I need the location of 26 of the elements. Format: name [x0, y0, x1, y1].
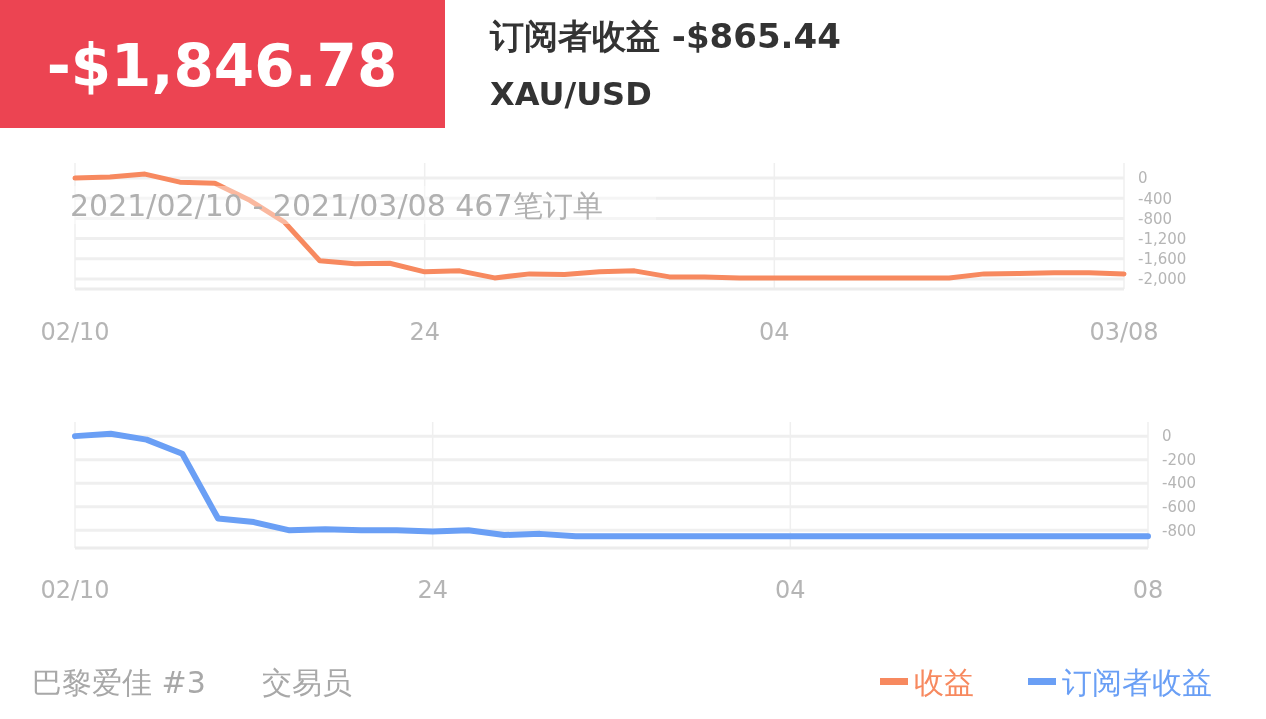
x-tick-label: 03/08 — [1089, 318, 1159, 347]
y-tick-label: -1,600 — [1138, 250, 1187, 269]
y-tick-label: -800 — [1138, 209, 1173, 228]
legend-label: 订阅者收益 — [1062, 664, 1212, 700]
y-tick-label: 0 — [1162, 427, 1172, 446]
y-tick-label: -800 — [1162, 521, 1197, 540]
x-tick-label: 02/10 — [40, 318, 110, 347]
x-tick-label: 24 — [417, 576, 448, 605]
y-tick-label: -1,200 — [1138, 229, 1187, 248]
y-tick-label: -400 — [1162, 474, 1197, 493]
text: 交易员 — [262, 664, 352, 700]
y-tick-label: -600 — [1162, 498, 1197, 517]
chart-subtitle: XAU/USD — [490, 75, 652, 114]
y-tick-label: -400 — [1138, 189, 1173, 208]
x-tick-label: 04 — [775, 576, 806, 605]
x-tick-label: 04 — [759, 318, 790, 347]
legend-label: 收益 — [914, 664, 974, 700]
y-tick-label: -200 — [1162, 450, 1197, 469]
y-tick-label: 0 — [1138, 169, 1148, 188]
x-tick-label: 24 — [409, 318, 440, 347]
text: 巴黎爱佳 #3 — [32, 664, 206, 700]
x-tick-label: 08 — [1132, 576, 1164, 605]
y-tick-label: -2,000 — [1138, 270, 1187, 289]
x-tick-label: 02/10 — [40, 576, 110, 605]
text: -$1,846.78 — [46, 32, 398, 101]
chart-title: 订阅者收益 -$865.44 — [489, 15, 841, 56]
